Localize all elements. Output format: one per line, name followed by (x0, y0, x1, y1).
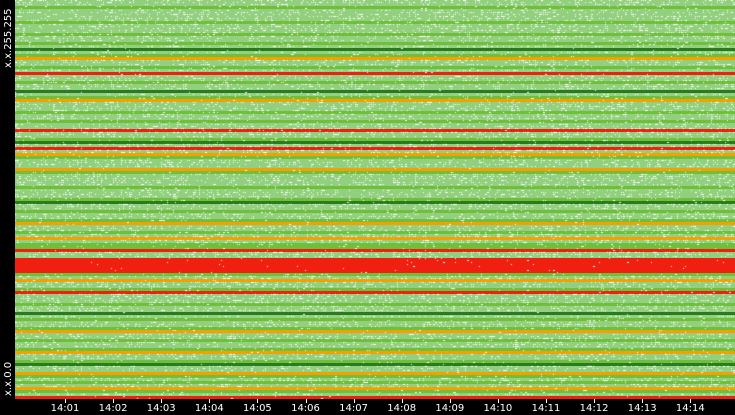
x-tick (690, 399, 692, 403)
x-tick (449, 399, 451, 403)
x-tick (401, 399, 403, 403)
heatmap-sparse-cells (15, 0, 735, 399)
x-tick (209, 399, 211, 403)
x-tick-label: 14:10 (483, 403, 513, 414)
x-tick (161, 399, 163, 403)
x-tick (353, 399, 355, 403)
x-tick-label: 14:04 (194, 403, 224, 414)
x-tick-label: 14:02 (98, 403, 128, 414)
x-tick-label: 14:01 (50, 403, 80, 414)
heatmap-plot-area (15, 0, 735, 399)
x-tick-label: 14:09 (435, 403, 465, 414)
x-tick-label: 14:13 (627, 403, 657, 414)
x-tick (257, 399, 259, 403)
x-tick-label: 14:14 (675, 403, 705, 414)
x-tick-label: 14:08 (387, 403, 417, 414)
x-tick (546, 399, 547, 403)
x-axis: 14:01 14:02 14:03 14:04 14:05 14:06 14:07 14:08… (15, 399, 735, 415)
x-tick-label: 14:05 (242, 403, 272, 414)
y-label-top: x.x.255.255 (3, 8, 14, 68)
x-tick-label: 14:11 (531, 403, 561, 414)
x-tick (497, 399, 499, 403)
x-tick-label: 14:07 (339, 403, 369, 414)
x-tick (642, 399, 644, 403)
x-tick (65, 399, 66, 403)
x-tick-label: 14:12 (579, 403, 609, 414)
x-tick (113, 399, 115, 403)
y-label-bottom: x.x.0.0 (3, 361, 14, 396)
x-tick-label: 14:06 (291, 403, 320, 414)
x-tick (594, 399, 596, 403)
x-tick (305, 399, 307, 403)
x-tick-label: 14:03 (146, 403, 176, 414)
